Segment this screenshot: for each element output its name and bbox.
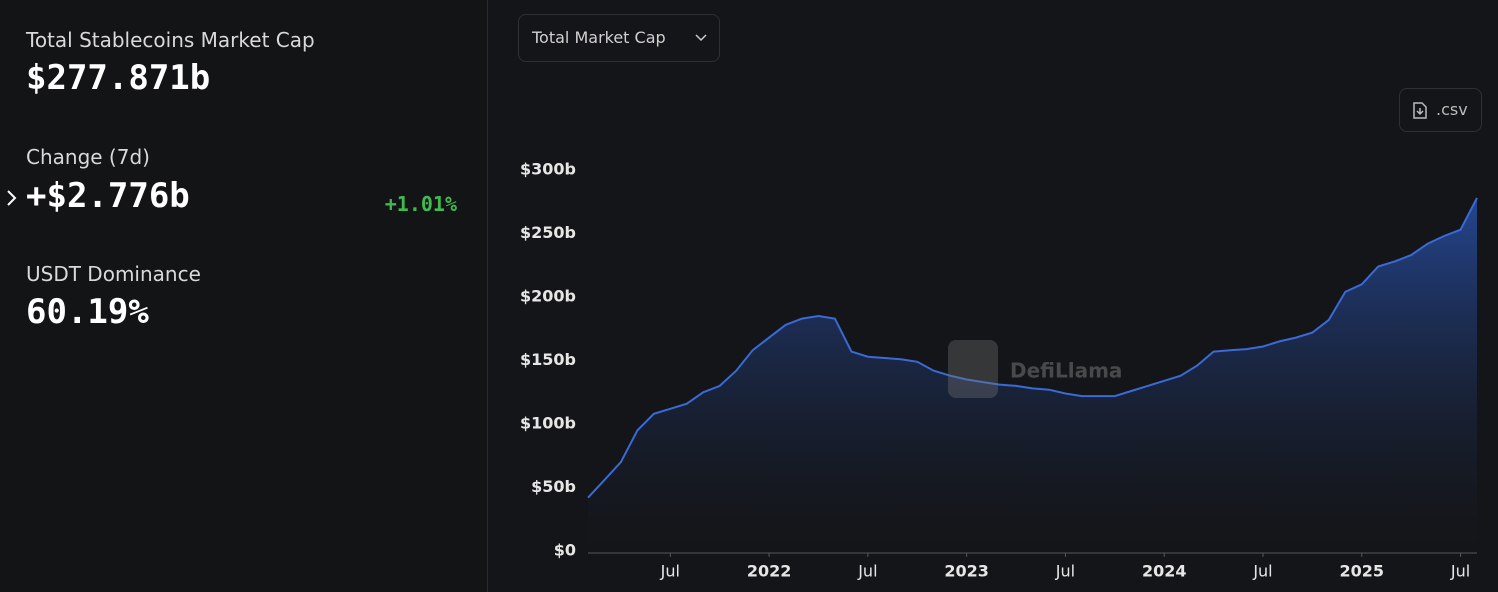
x-tick-label: 2023 (944, 562, 989, 581)
x-tick-label: 2024 (1142, 562, 1187, 581)
chevron (695, 34, 707, 42)
x-tick-label: 2022 (747, 562, 792, 581)
watermark: DefiLlama (948, 340, 1122, 398)
y-tick-label: $300b (520, 160, 576, 179)
x-tick-label: Jul (1055, 562, 1075, 581)
area-fill (588, 197, 1477, 551)
stat-label: Change (7d) (26, 145, 150, 169)
x-tick-label: Jul (1252, 562, 1272, 581)
y-tick-label: $100b (520, 414, 576, 433)
y-tick-label: $250b (520, 223, 576, 242)
y-tick-label: $150b (520, 350, 576, 369)
x-tick-label: Jul (1450, 562, 1470, 581)
stat-label: USDT Dominance (26, 262, 201, 286)
stat-value: 60.19% (26, 292, 149, 332)
stats-panel: Total Stablecoins Market Cap $277.871b C… (0, 0, 488, 592)
expand-icon[interactable] (4, 188, 20, 208)
dropdown[interactable]: Total Market Cap (518, 14, 720, 62)
download-icon (1413, 102, 1427, 119)
dropdown-label: Total Market Cap (532, 28, 666, 47)
change-percent: +1.01% (384, 192, 457, 216)
x-tick-label: 2025 (1339, 562, 1384, 581)
csv-button[interactable]: .csv (1399, 88, 1482, 132)
csv-label: .csv (1436, 100, 1468, 119)
x-tick-label: Jul (857, 562, 877, 581)
x-tick-label: Jul (660, 562, 680, 581)
y-tick-label: $200b (520, 287, 576, 306)
stat-label: Total Stablecoins Market Cap (26, 28, 315, 52)
stat-value: +$2.776b (26, 176, 190, 216)
y-tick-label: $50b (531, 477, 576, 496)
area-line (587, 197, 1478, 499)
y-tick-label: $0 (554, 541, 576, 560)
stat-value: $277.871b (26, 58, 211, 98)
watermark-text: DefiLlama (1010, 359, 1122, 383)
